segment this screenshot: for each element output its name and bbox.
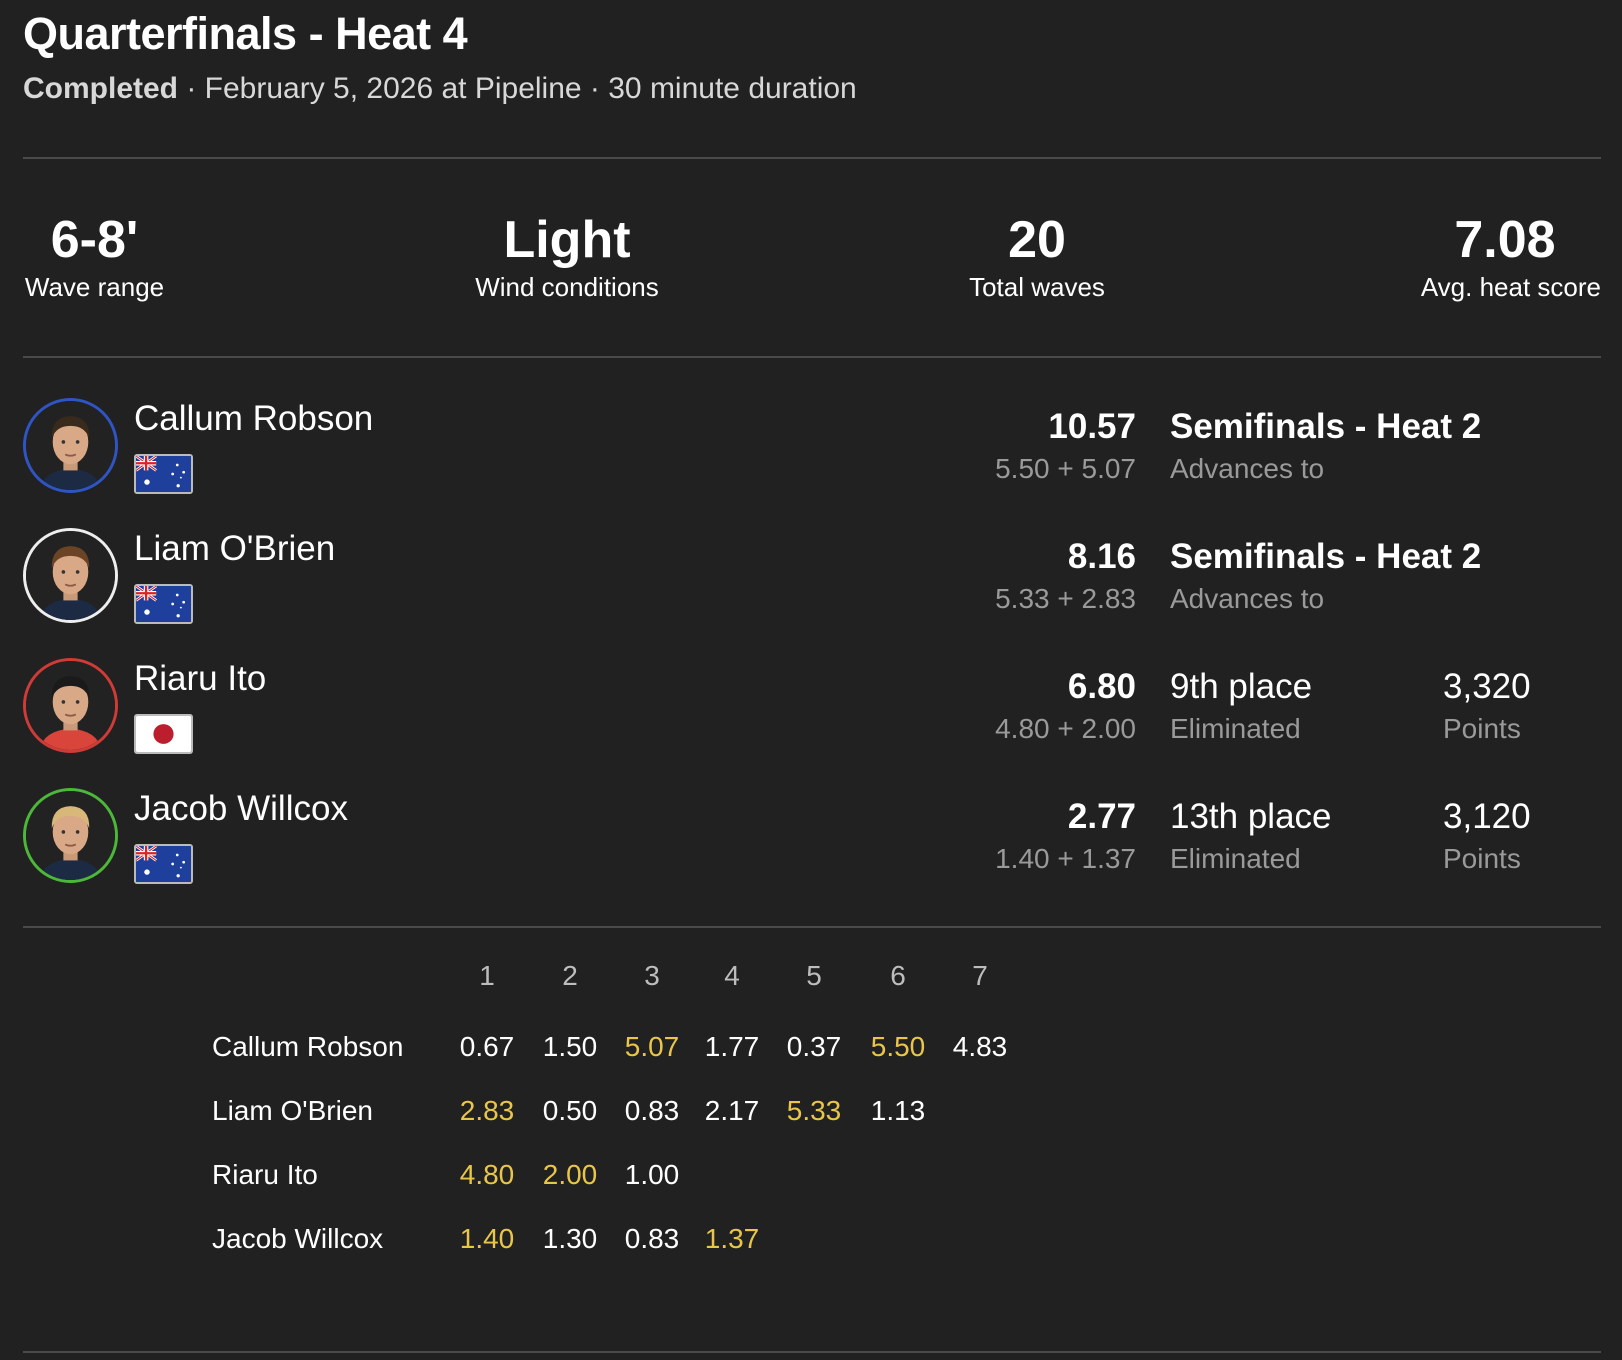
stat-wind: Light Wind conditions xyxy=(467,210,667,304)
points-label: Points xyxy=(1443,713,1521,744)
wave-row-athlete: Callum Robson xyxy=(212,1031,404,1062)
stat-avg-score: 7.08 Avg. heat score xyxy=(1401,210,1601,304)
wave-score[interactable]: 0.67 xyxy=(459,1031,515,1062)
heat-title: Quarterfinals - Heat 4 xyxy=(23,8,468,59)
stat-label: Wave range xyxy=(24,272,165,302)
stat-label: Total waves xyxy=(969,272,1105,302)
wave-score-counting[interactable]: 4.80 xyxy=(459,1159,515,1190)
athlete-row[interactable]: Jacob Willcox 2.77 1.40 + 1.37 13th plac… xyxy=(0,788,1622,908)
athlete-row[interactable]: Riaru Ito 6.80 4.80 + 2.00 9th place Eli… xyxy=(0,658,1622,778)
wave-score[interactable]: 0.83 xyxy=(624,1223,680,1254)
heat-total-score: 8.16 xyxy=(1067,537,1136,576)
stat-label: Avg. heat score xyxy=(1420,272,1601,302)
athlete-name[interactable]: Callum Robson xyxy=(134,399,374,438)
wave-score[interactable]: 0.83 xyxy=(624,1095,680,1126)
wave-score-counting[interactable]: 2.00 xyxy=(542,1159,598,1190)
result[interactable]: Semifinals - Heat 2 xyxy=(1170,407,1482,446)
wave-score[interactable]: 0.50 xyxy=(542,1095,598,1126)
result[interactable]: Semifinals - Heat 2 xyxy=(1170,537,1482,576)
athlete-row[interactable]: Liam O'Brien 8.16 5.33 + 2.83 Semifinals… xyxy=(0,528,1622,648)
wave-column-header: 7 xyxy=(972,960,988,991)
heat-details: · February 5, 2026 at Pipeline · 30 minu… xyxy=(178,72,857,105)
points-value: 3,320 xyxy=(1443,667,1531,706)
wave-score[interactable]: 1.77 xyxy=(704,1031,760,1062)
counting-waves: 5.33 + 2.83 xyxy=(995,583,1136,614)
stat-wave-range: 6-8' Wave range xyxy=(23,210,166,304)
australia-flag xyxy=(134,454,193,494)
divider xyxy=(23,356,1601,358)
australia-flag xyxy=(134,844,193,884)
wave-score[interactable]: 1.50 xyxy=(542,1031,598,1062)
wave-column-header: 4 xyxy=(724,960,740,991)
wave-score[interactable]: 0.37 xyxy=(786,1031,842,1062)
stat-value: 7.08 xyxy=(1454,211,1556,269)
athlete-name[interactable]: Jacob Willcox xyxy=(134,789,348,828)
athlete-name[interactable]: Riaru Ito xyxy=(134,659,267,698)
result-subtitle: Eliminated xyxy=(1170,843,1301,874)
wave-column-header: 2 xyxy=(562,960,578,991)
stat-value: 6-8' xyxy=(50,211,139,269)
wave-row-athlete: Riaru Ito xyxy=(212,1159,318,1190)
wave-score[interactable]: 1.00 xyxy=(624,1159,680,1190)
points-label: Points xyxy=(1443,843,1521,874)
counting-waves: 1.40 + 1.37 xyxy=(995,843,1136,874)
avatar[interactable] xyxy=(23,658,118,753)
wave-column-header: 6 xyxy=(890,960,906,991)
wave-score[interactable]: 1.13 xyxy=(870,1095,926,1126)
athlete-row[interactable]: Callum Robson 10.57 5.50 + 5.07 Semifina… xyxy=(0,398,1622,518)
result-subtitle: Advances to xyxy=(1170,453,1325,484)
points-value: 3,120 xyxy=(1443,797,1531,836)
result-subtitle: Advances to xyxy=(1170,583,1325,614)
wave-score[interactable]: 2.17 xyxy=(704,1095,760,1126)
result: 9th place xyxy=(1170,667,1313,706)
heat-total-score: 10.57 xyxy=(1048,407,1136,446)
avatar[interactable] xyxy=(23,398,118,493)
wave-row-athlete: Jacob Willcox xyxy=(212,1223,384,1254)
wave-column-header: 5 xyxy=(806,960,822,991)
counting-waves: 4.80 + 2.00 xyxy=(995,713,1136,744)
divider xyxy=(23,157,1601,159)
heat-total-score: 6.80 xyxy=(1067,667,1136,706)
heat-total-score: 2.77 xyxy=(1067,797,1136,836)
wave-column-header: 1 xyxy=(479,960,495,991)
result-subtitle: Eliminated xyxy=(1170,713,1301,744)
divider xyxy=(23,926,1601,928)
athlete-name[interactable]: Liam O'Brien xyxy=(134,529,336,568)
wave-score-counting[interactable]: 5.07 xyxy=(624,1031,680,1062)
avatar[interactable] xyxy=(23,528,118,623)
avatar[interactable] xyxy=(23,788,118,883)
wave-score[interactable]: 4.83 xyxy=(952,1031,1008,1062)
stat-total-waves: 20 Total waves xyxy=(947,210,1127,304)
counting-waves: 5.50 + 5.07 xyxy=(995,453,1136,484)
wave-score-counting[interactable]: 5.50 xyxy=(870,1031,926,1062)
heat-status: Completed xyxy=(23,72,179,105)
stat-label: Wind conditions xyxy=(475,272,659,302)
wave-column-header: 3 xyxy=(644,960,660,991)
wave-score-counting[interactable]: 1.37 xyxy=(704,1223,760,1254)
stat-value: 20 xyxy=(1008,211,1066,269)
wave-row-athlete: Liam O'Brien xyxy=(212,1095,373,1126)
wave-score-counting[interactable]: 1.40 xyxy=(459,1223,515,1254)
result: 13th place xyxy=(1170,797,1332,836)
stat-value: Light xyxy=(503,211,631,269)
wave-score-counting[interactable]: 2.83 xyxy=(459,1095,515,1126)
japan-flag xyxy=(134,714,193,754)
heat-subtitle: Completed · February 5, 2026 at Pipeline… xyxy=(23,72,857,106)
wave-score-counting[interactable]: 5.33 xyxy=(786,1095,842,1126)
wave-score[interactable]: 1.30 xyxy=(542,1223,598,1254)
australia-flag xyxy=(134,584,193,624)
divider xyxy=(23,1351,1601,1353)
